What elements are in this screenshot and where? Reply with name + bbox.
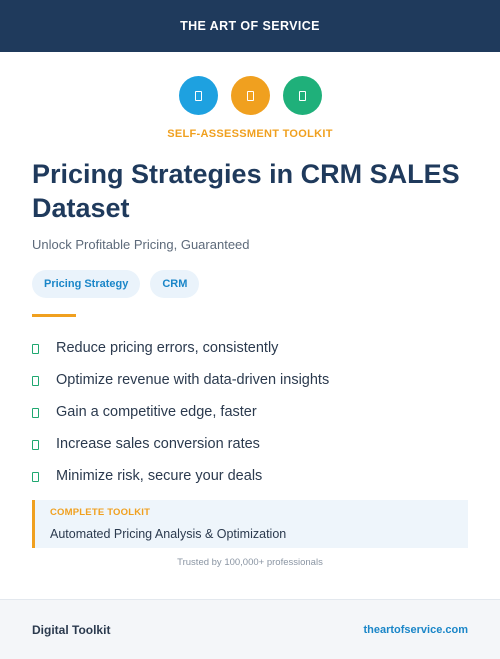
tag-crm: CRM [150, 270, 200, 298]
benefit-text: Optimize revenue with data-driven insigh… [56, 372, 330, 388]
subtitle: Unlock Profitable Pricing, Guaranteed [32, 237, 250, 252]
document-icon [230, 76, 270, 115]
benefit-text: Minimize risk, secure your deals [56, 468, 263, 484]
document-icon [178, 76, 218, 115]
check-icon [32, 343, 39, 354]
tag-pricing-strategy: Pricing Strategy [32, 270, 141, 298]
page-title: Pricing Strategies in CRM SALES Dataset [32, 159, 460, 223]
list-item: Minimize risk, secure your deals [32, 460, 472, 492]
top-banner: THE ART OF SERVICE [0, 0, 500, 52]
list-item: Gain a competitive edge, faster [32, 396, 472, 428]
check-icon [32, 407, 39, 418]
brand-name: THE ART OF SERVICE [180, 19, 320, 33]
footer: Digital Toolkit theartofservice.com [0, 599, 500, 659]
footer-label: Digital Toolkit [32, 622, 111, 637]
kicker-label: SELF-ASSESSMENT TOOLKIT [167, 128, 333, 140]
check-icon [32, 375, 39, 386]
list-item: Reduce pricing errors, consistently [32, 332, 472, 364]
tag-list: Pricing Strategy CRM [32, 270, 200, 298]
list-item: Optimize revenue with data-driven insigh… [32, 364, 472, 396]
document-icon [282, 76, 322, 115]
benefit-text: Increase sales conversion rates [56, 436, 260, 452]
trust-note: Trusted by 100,000+ professionals [177, 557, 323, 568]
icon-row [0, 76, 500, 115]
benefit-text: Reduce pricing errors, consistently [56, 340, 279, 356]
toolkit-value: Automated Pricing Analysis & Optimizatio… [50, 527, 287, 541]
toolkit-callout: COMPLETE TOOLKIT Automated Pricing Analy… [32, 500, 468, 548]
website-link[interactable]: theartofservice.com [363, 623, 468, 636]
benefit-text: Gain a competitive edge, faster [56, 404, 257, 420]
check-icon [32, 439, 39, 450]
benefit-list: Reduce pricing errors, consistently Opti… [32, 332, 472, 492]
toolkit-label: COMPLETE TOOLKIT [50, 507, 151, 518]
accent-divider [32, 314, 76, 317]
check-icon [32, 471, 39, 482]
list-item: Increase sales conversion rates [32, 428, 472, 460]
